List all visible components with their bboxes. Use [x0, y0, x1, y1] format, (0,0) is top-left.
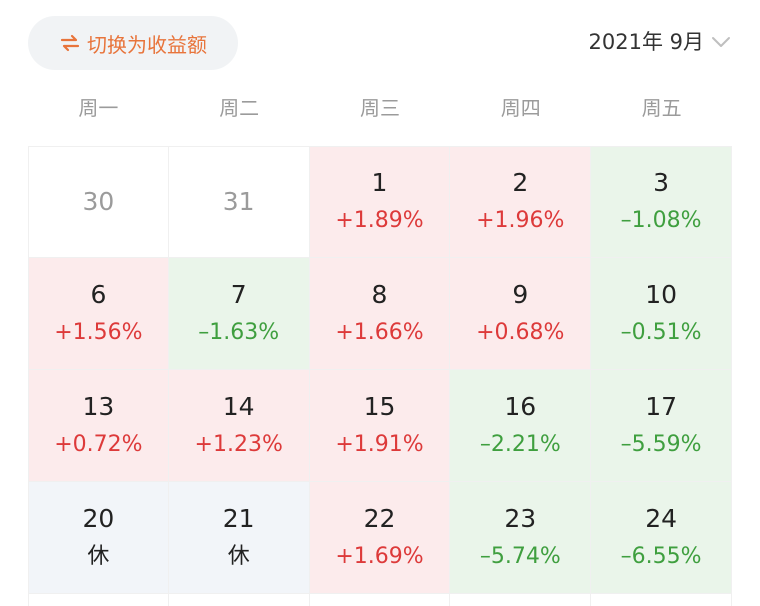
chevron-down-icon — [710, 30, 732, 52]
weekday-wed: 周三 — [359, 96, 400, 120]
calendar-day-cell[interactable]: 1 +1.89% — [309, 146, 451, 258]
day-number: 6 — [90, 279, 107, 309]
calendar-day-cell[interactable]: 17 –5.59% — [591, 370, 732, 482]
next-row-cell — [28, 594, 169, 606]
day-number: 16 — [504, 391, 537, 421]
next-row-cell — [450, 594, 592, 606]
switch-button-label: 切换为收益额 — [87, 32, 207, 57]
calendar-day-cell[interactable]: 2 +1.96% — [450, 146, 592, 258]
calendar-day-cell[interactable]: 14 +1.23% — [168, 370, 310, 482]
calendar-day-cell[interactable]: 7 –1.63% — [168, 258, 310, 370]
daily-return: –5.74% — [479, 543, 561, 569]
calendar-day-cell[interactable]: 20 休 — [28, 482, 169, 594]
daily-return: +0.72% — [54, 431, 143, 457]
daily-return: –0.51% — [620, 319, 702, 345]
day-number: 21 — [222, 503, 255, 533]
rest-day-label: 休 — [87, 543, 110, 569]
day-number: 3 — [653, 168, 670, 197]
calendar-day-cell[interactable]: 8 +1.66% — [309, 258, 451, 370]
calendar-day-cell[interactable]: 16 –2.21% — [450, 370, 592, 482]
calendar-day-cell[interactable]: 21 休 — [168, 482, 310, 594]
day-number: 20 — [82, 503, 115, 533]
calendar-day-cell[interactable]: 6 +1.56% — [28, 258, 169, 370]
calendar-day-cell[interactable]: 23 –5.74% — [450, 482, 592, 594]
month-label: 2021年 9月 — [588, 30, 704, 54]
calendar-day-cell[interactable]: 31 — [168, 146, 310, 258]
calendar-day-cell[interactable]: 3 –1.08% — [591, 146, 732, 258]
daily-return: +1.89% — [335, 208, 424, 233]
day-number: 8 — [371, 279, 388, 309]
calendar-day-cell[interactable]: 9 +0.68% — [450, 258, 592, 370]
daily-return: +1.69% — [335, 543, 424, 569]
daily-return: +0.68% — [476, 319, 565, 345]
day-number: 7 — [230, 279, 247, 309]
weekday-thu: 周四 — [500, 96, 541, 120]
daily-return: –1.08% — [620, 208, 702, 233]
next-row-edge — [28, 594, 732, 606]
day-number: 15 — [363, 391, 396, 421]
next-row-cell — [310, 594, 451, 606]
daily-return: –6.55% — [620, 543, 702, 569]
daily-return: +1.23% — [194, 431, 283, 457]
calendar-day-cell[interactable]: 24 –6.55% — [591, 482, 732, 594]
day-number: 10 — [645, 279, 677, 309]
daily-return: +1.66% — [335, 319, 424, 345]
daily-return: +1.56% — [54, 319, 143, 345]
calendar-day-cell[interactable]: 22 +1.69% — [309, 482, 451, 594]
calendar-day-cell[interactable]: 10 –0.51% — [591, 258, 732, 370]
day-number: 1 — [371, 168, 388, 197]
daily-return: –1.63% — [198, 319, 280, 345]
calendar-day-cell[interactable]: 15 +1.91% — [309, 370, 451, 482]
day-number: 9 — [512, 279, 529, 309]
daily-return: –2.21% — [479, 431, 561, 457]
calendar-day-cell[interactable]: 30 — [28, 146, 169, 258]
weekday-header: 周一 周二 周三 周四 周五 — [28, 94, 732, 122]
calendar-grid: 30 31 1 +1.89% 2 +1.96% 3 –1.08% 6 +1.56% 7 –1.63% 8… — [28, 146, 732, 594]
month-selector[interactable]: 2021年 9月 — [589, 26, 732, 56]
day-number: 2 — [512, 168, 529, 197]
weekday-fri: 周五 — [641, 96, 682, 120]
day-number: 31 — [222, 187, 255, 216]
daily-return: –5.59% — [620, 431, 702, 457]
switch-to-amount-button[interactable]: 切换为收益额 — [28, 16, 238, 70]
weekday-mon: 周一 — [78, 96, 119, 120]
calendar-day-cell[interactable]: 13 +0.72% — [28, 370, 169, 482]
day-number: 22 — [363, 503, 396, 533]
rest-day-label: 休 — [227, 543, 250, 569]
day-number: 23 — [504, 503, 537, 533]
day-number: 14 — [222, 391, 255, 421]
weekday-tue: 周二 — [219, 96, 260, 120]
daily-return: +1.91% — [335, 431, 424, 457]
day-number: 24 — [645, 503, 677, 533]
day-number: 30 — [82, 187, 115, 216]
next-row-cell — [169, 594, 310, 606]
day-number: 13 — [82, 391, 115, 421]
daily-return: +1.96% — [476, 208, 565, 233]
day-number: 17 — [645, 391, 677, 421]
swap-arrows-icon — [59, 32, 81, 54]
next-row-cell — [591, 594, 732, 606]
